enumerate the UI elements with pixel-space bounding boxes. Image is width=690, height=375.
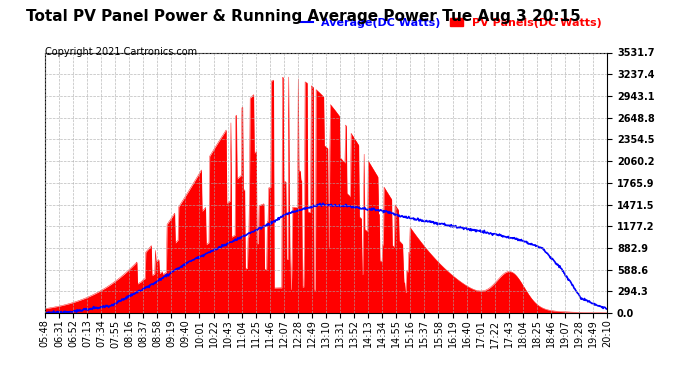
Text: Total PV Panel Power & Running Average Power Tue Aug 3 20:15: Total PV Panel Power & Running Average P… bbox=[26, 9, 581, 24]
Legend: Average(DC Watts), PV Panels(DC Watts): Average(DC Watts), PV Panels(DC Watts) bbox=[299, 18, 602, 28]
Text: Copyright 2021 Cartronics.com: Copyright 2021 Cartronics.com bbox=[45, 47, 197, 57]
